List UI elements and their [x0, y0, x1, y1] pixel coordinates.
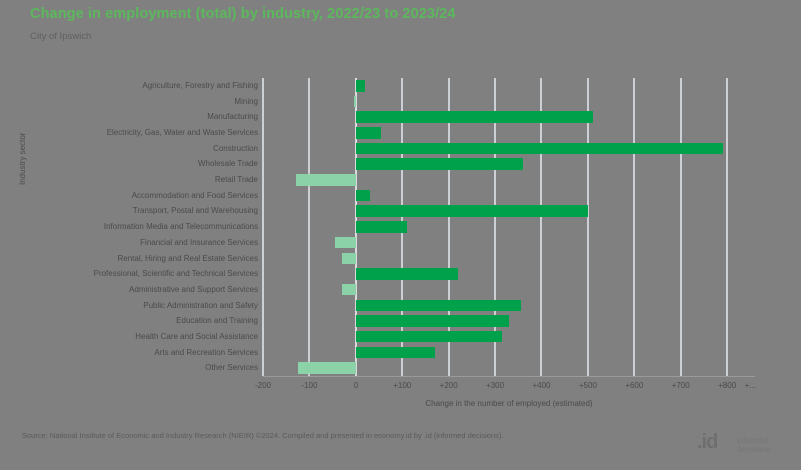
bar-row [263, 203, 755, 219]
gridline [308, 78, 311, 376]
bar-row [263, 266, 755, 282]
gridline [633, 78, 636, 376]
bar[interactable] [353, 95, 356, 108]
y-tick-label: Electricity, Gas, Water and Waste Servic… [106, 128, 258, 138]
bar-row [263, 109, 755, 125]
y-tick-label: Education and Training [176, 316, 258, 326]
y-tick-label: Professional, Scientific and Technical S… [93, 269, 258, 279]
y-tick-label: Health Care and Social Assistance [135, 331, 258, 341]
x-tick-label: +800 [718, 381, 737, 390]
x-axis-tick-labels: -200 -100 0 +100 +200 +300 +400 +500 +600 +700 +80… [255, 381, 757, 395]
y-tick-label: Administrative and Support Services [129, 284, 258, 294]
bar-row [263, 360, 755, 376]
x-tick-label: -100 [301, 381, 318, 390]
x-tick-label: +600 [625, 381, 644, 390]
y-tick-label: Manufacturing [207, 112, 258, 122]
x-axis-title: Change in the number of employed (estima… [425, 399, 593, 408]
bar-row [263, 188, 755, 204]
bar-row [263, 251, 755, 267]
bar[interactable] [296, 174, 356, 186]
bar-row [263, 329, 755, 345]
gridline [262, 78, 264, 376]
logo-tagline: informed decisions [737, 436, 770, 454]
y-tick-label: Public Administration and Safety [143, 300, 258, 310]
y-tick-label: Financial and Insurance Services [140, 237, 258, 247]
x-tick-label: +200 [439, 381, 458, 390]
bar-row [263, 78, 755, 94]
bar[interactable] [297, 362, 356, 374]
bar[interactable] [355, 299, 521, 312]
logo-tagline-line2: decisions [737, 445, 771, 454]
bar-row [263, 156, 755, 172]
y-tick-label: Construction [213, 143, 258, 153]
bar-row [263, 313, 755, 329]
chart-subtitle: City of Ipswich [30, 31, 92, 42]
bar[interactable] [355, 142, 723, 155]
bar[interactable] [355, 221, 407, 233]
bar-series [263, 78, 755, 376]
logo-mark: .id [697, 431, 718, 453]
bar[interactable] [355, 189, 370, 202]
plot-area [262, 78, 755, 376]
y-axis-tick-labels: Agriculture, Forestry and Fishing Mining M… [40, 78, 258, 376]
logo-tagline-line1: informed [737, 436, 769, 445]
source-note: Source: National Institute of Economic a… [22, 431, 504, 440]
x-axis-line [263, 376, 755, 377]
y-tick-label: Information Media and Telecommunications [103, 222, 258, 232]
gridline [540, 78, 543, 376]
x-tick-label: 0 [353, 381, 359, 390]
bar[interactable] [355, 268, 458, 280]
y-tick-label: Wholesale Trade [197, 159, 258, 169]
gridline [679, 78, 682, 376]
bar-row [263, 235, 755, 251]
x-tick-label: +300 [486, 381, 505, 390]
bar-row [263, 219, 755, 235]
bar[interactable] [355, 158, 523, 170]
y-tick-label: Rental, Hiring and Real Estate Services [117, 253, 258, 263]
gridline [586, 78, 589, 376]
bar[interactable] [334, 236, 356, 249]
y-tick-label: Retail Trade [214, 175, 258, 185]
bar-row [263, 172, 755, 188]
gridline [494, 78, 497, 376]
x-tick-label: +100 [393, 381, 412, 390]
y-tick-label: Accommodation and Food Services [131, 190, 258, 200]
bar[interactable] [355, 205, 588, 217]
x-tick-label: +700 [671, 381, 690, 390]
x-tick-label: -200 [254, 381, 272, 390]
x-tick-label: +400 [532, 381, 551, 390]
bar[interactable] [355, 315, 509, 327]
x-tick-label: +500 [578, 381, 597, 390]
bar[interactable] [355, 80, 366, 92]
bar[interactable] [355, 346, 435, 359]
bar[interactable] [341, 252, 356, 265]
bar-row [263, 282, 755, 298]
bar-row [263, 298, 755, 314]
y-tick-label: Mining [234, 96, 258, 106]
y-tick-label: Other Services [205, 363, 258, 373]
bar[interactable] [355, 127, 382, 139]
bar-row [263, 125, 755, 141]
bar-row [263, 94, 755, 110]
bar[interactable] [355, 111, 593, 123]
bar-row [263, 345, 755, 361]
y-tick-label: Agriculture, Forestry and Fishing [142, 81, 258, 90]
bar-row [263, 141, 755, 157]
gridline [447, 78, 450, 376]
y-axis-title: Industry sector [18, 132, 27, 185]
bar[interactable] [355, 330, 503, 343]
y-tick-label: Transport, Postal and Warehousing [132, 206, 258, 216]
x-tick-overflow-label: +... [744, 381, 757, 390]
chart-title: Change in employment (total) by industry… [30, 6, 456, 22]
y-tick-label: Arts and Recreation Services [154, 347, 258, 357]
bar[interactable] [341, 283, 356, 296]
gridline [726, 78, 729, 376]
id-logo: .id informed decisions [697, 430, 783, 460]
